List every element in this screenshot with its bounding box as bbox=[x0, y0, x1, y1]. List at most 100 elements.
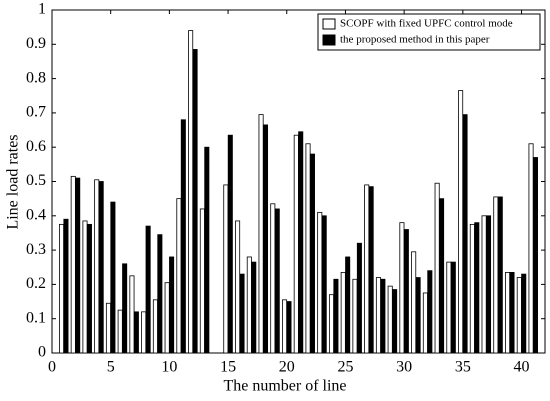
bar bbox=[305, 143, 311, 354]
bar bbox=[364, 184, 370, 354]
x-tick-label: 35 bbox=[455, 359, 471, 376]
bar bbox=[274, 208, 280, 354]
bar bbox=[474, 222, 480, 354]
legend-box bbox=[317, 13, 541, 51]
bar bbox=[505, 271, 511, 354]
bar bbox=[258, 114, 264, 354]
bar bbox=[375, 277, 381, 354]
bar bbox=[521, 273, 527, 354]
bar bbox=[94, 179, 100, 354]
bar bbox=[180, 119, 186, 354]
bar bbox=[75, 177, 81, 354]
bar bbox=[399, 222, 405, 354]
bar bbox=[204, 146, 210, 354]
x-tick-label: 5 bbox=[107, 359, 115, 376]
bar bbox=[321, 215, 327, 354]
bar bbox=[141, 311, 147, 354]
bar bbox=[176, 198, 182, 354]
bar bbox=[59, 223, 65, 354]
bar bbox=[235, 220, 241, 354]
bar bbox=[469, 223, 475, 354]
bar bbox=[439, 198, 445, 354]
bar bbox=[152, 299, 158, 354]
x-axis-label: The number of line bbox=[223, 378, 346, 395]
bar bbox=[63, 218, 69, 354]
bar bbox=[98, 181, 104, 354]
legend-label: SCOPF with fixed UPFC control mode bbox=[340, 18, 513, 30]
bar bbox=[528, 143, 534, 354]
bar bbox=[345, 256, 351, 354]
bar bbox=[493, 196, 499, 354]
bar bbox=[328, 294, 335, 354]
bar bbox=[434, 182, 440, 354]
x-tick-label: 15 bbox=[220, 359, 236, 376]
bar bbox=[352, 278, 358, 354]
bar bbox=[270, 203, 276, 354]
bar bbox=[117, 309, 123, 354]
bar bbox=[169, 256, 175, 354]
bar bbox=[122, 263, 128, 354]
x-tick-label: 20 bbox=[279, 359, 295, 376]
bar bbox=[387, 285, 393, 354]
bar bbox=[446, 261, 452, 354]
bar bbox=[239, 273, 245, 354]
legend-swatch bbox=[322, 34, 336, 46]
bar bbox=[227, 134, 233, 354]
y-axis-label: Line load rates bbox=[5, 134, 22, 229]
x-tick-label: 30 bbox=[396, 359, 412, 376]
y-tick-label: 0.5 bbox=[26, 172, 46, 189]
y-tick-label: 0.4 bbox=[26, 206, 46, 223]
bar bbox=[309, 153, 315, 354]
bar bbox=[105, 302, 111, 354]
bar bbox=[282, 299, 288, 354]
bar bbox=[380, 278, 386, 354]
bar bbox=[340, 271, 346, 354]
bar bbox=[293, 134, 299, 354]
bar bbox=[516, 277, 522, 354]
legend-swatch bbox=[322, 18, 336, 30]
bar bbox=[110, 201, 116, 354]
bar bbox=[251, 261, 257, 354]
bar bbox=[415, 277, 421, 354]
bar bbox=[458, 90, 464, 354]
bar bbox=[368, 186, 374, 354]
bar bbox=[223, 184, 229, 354]
bar bbox=[356, 242, 362, 354]
bar bbox=[82, 220, 88, 354]
y-tick-label: 0 bbox=[38, 344, 46, 361]
y-tick-label: 0.9 bbox=[26, 35, 46, 52]
bar bbox=[133, 311, 139, 354]
bar bbox=[486, 215, 492, 354]
bar bbox=[427, 270, 433, 354]
bar bbox=[286, 301, 292, 354]
y-tick-label: 0.2 bbox=[26, 275, 46, 292]
bar bbox=[532, 157, 538, 354]
y-tick-label: 0.6 bbox=[26, 138, 46, 155]
bar bbox=[246, 256, 252, 354]
bar bbox=[497, 196, 503, 354]
bar bbox=[145, 225, 151, 354]
bar bbox=[509, 271, 515, 354]
bar bbox=[157, 234, 163, 354]
y-tick-label: 0.8 bbox=[26, 69, 46, 86]
bar bbox=[481, 215, 487, 354]
bar bbox=[411, 251, 417, 354]
bar bbox=[403, 229, 409, 354]
y-tick-label: 0.7 bbox=[26, 104, 46, 121]
bar bbox=[450, 261, 456, 354]
bar bbox=[392, 289, 398, 354]
x-tick-label: 0 bbox=[48, 359, 56, 376]
bar bbox=[129, 275, 135, 354]
y-tick-label: 0.3 bbox=[26, 241, 46, 258]
x-tick-label: 40 bbox=[514, 359, 530, 376]
y-tick-label: 1 bbox=[38, 1, 46, 18]
bar bbox=[86, 223, 92, 354]
y-tick-label: 0.1 bbox=[26, 309, 46, 326]
bar bbox=[164, 282, 170, 354]
bar bbox=[462, 114, 468, 354]
legend-label: the proposed method in this paper bbox=[340, 34, 490, 46]
x-tick-label: 25 bbox=[337, 359, 353, 376]
bar bbox=[422, 292, 428, 354]
bar bbox=[192, 49, 198, 354]
